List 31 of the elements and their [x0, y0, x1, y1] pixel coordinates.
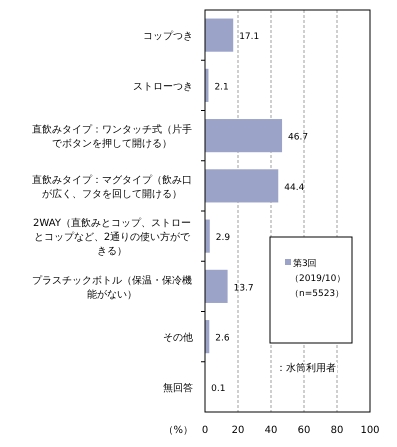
y-tick-label: その他 [163, 332, 193, 344]
x-axis-title: （%） [163, 425, 193, 436]
x-tick-label: 100 [360, 425, 380, 436]
data-label: 0.1 [211, 384, 226, 394]
bar [205, 169, 278, 202]
data-label: 2.9 [216, 233, 230, 244]
data-label: 46.7 [288, 132, 308, 143]
data-label: 2.6 [215, 334, 230, 344]
annotation: ：水筒利用者 [276, 362, 336, 374]
x-tick-label: 40 [264, 425, 278, 436]
data-label: 44.4 [284, 182, 305, 193]
bar [205, 119, 282, 152]
bar [205, 320, 210, 354]
y-tick-label: コップつき [143, 30, 193, 42]
data-label: 17.1 [239, 32, 260, 42]
y-tick-label: ストローつき [133, 81, 193, 92]
bar [205, 18, 234, 52]
x-tick-label: 0 [202, 425, 208, 436]
x-tick-label: 80 [330, 425, 344, 436]
y-tick-label: 直飲みタイプ：ワンタッチ式（片手でボタンを押して開ける） [32, 124, 192, 150]
y-tick-label: プラスチックボトル（保温・保冷機能がない） [32, 274, 192, 300]
y-tick-label: 2WAY（直飲みとコップ、ストローとコップなど、2通りの使い方ができる） [33, 217, 192, 258]
x-tick-label: 20 [232, 425, 244, 436]
x-tick-label: 60 [298, 425, 310, 436]
y-tick-label: 直飲みタイプ：マグタイプ（飲み口が広く、フタを回して開ける） [32, 174, 192, 200]
bar [205, 220, 210, 253]
data-label: 13.7 [234, 283, 254, 294]
y-tick-label: 無回答 [163, 382, 193, 394]
data-label: 2.1 [214, 82, 229, 92]
bar [205, 270, 228, 303]
legend-label: 第3回（2019/10）（n=5523） [290, 258, 346, 299]
